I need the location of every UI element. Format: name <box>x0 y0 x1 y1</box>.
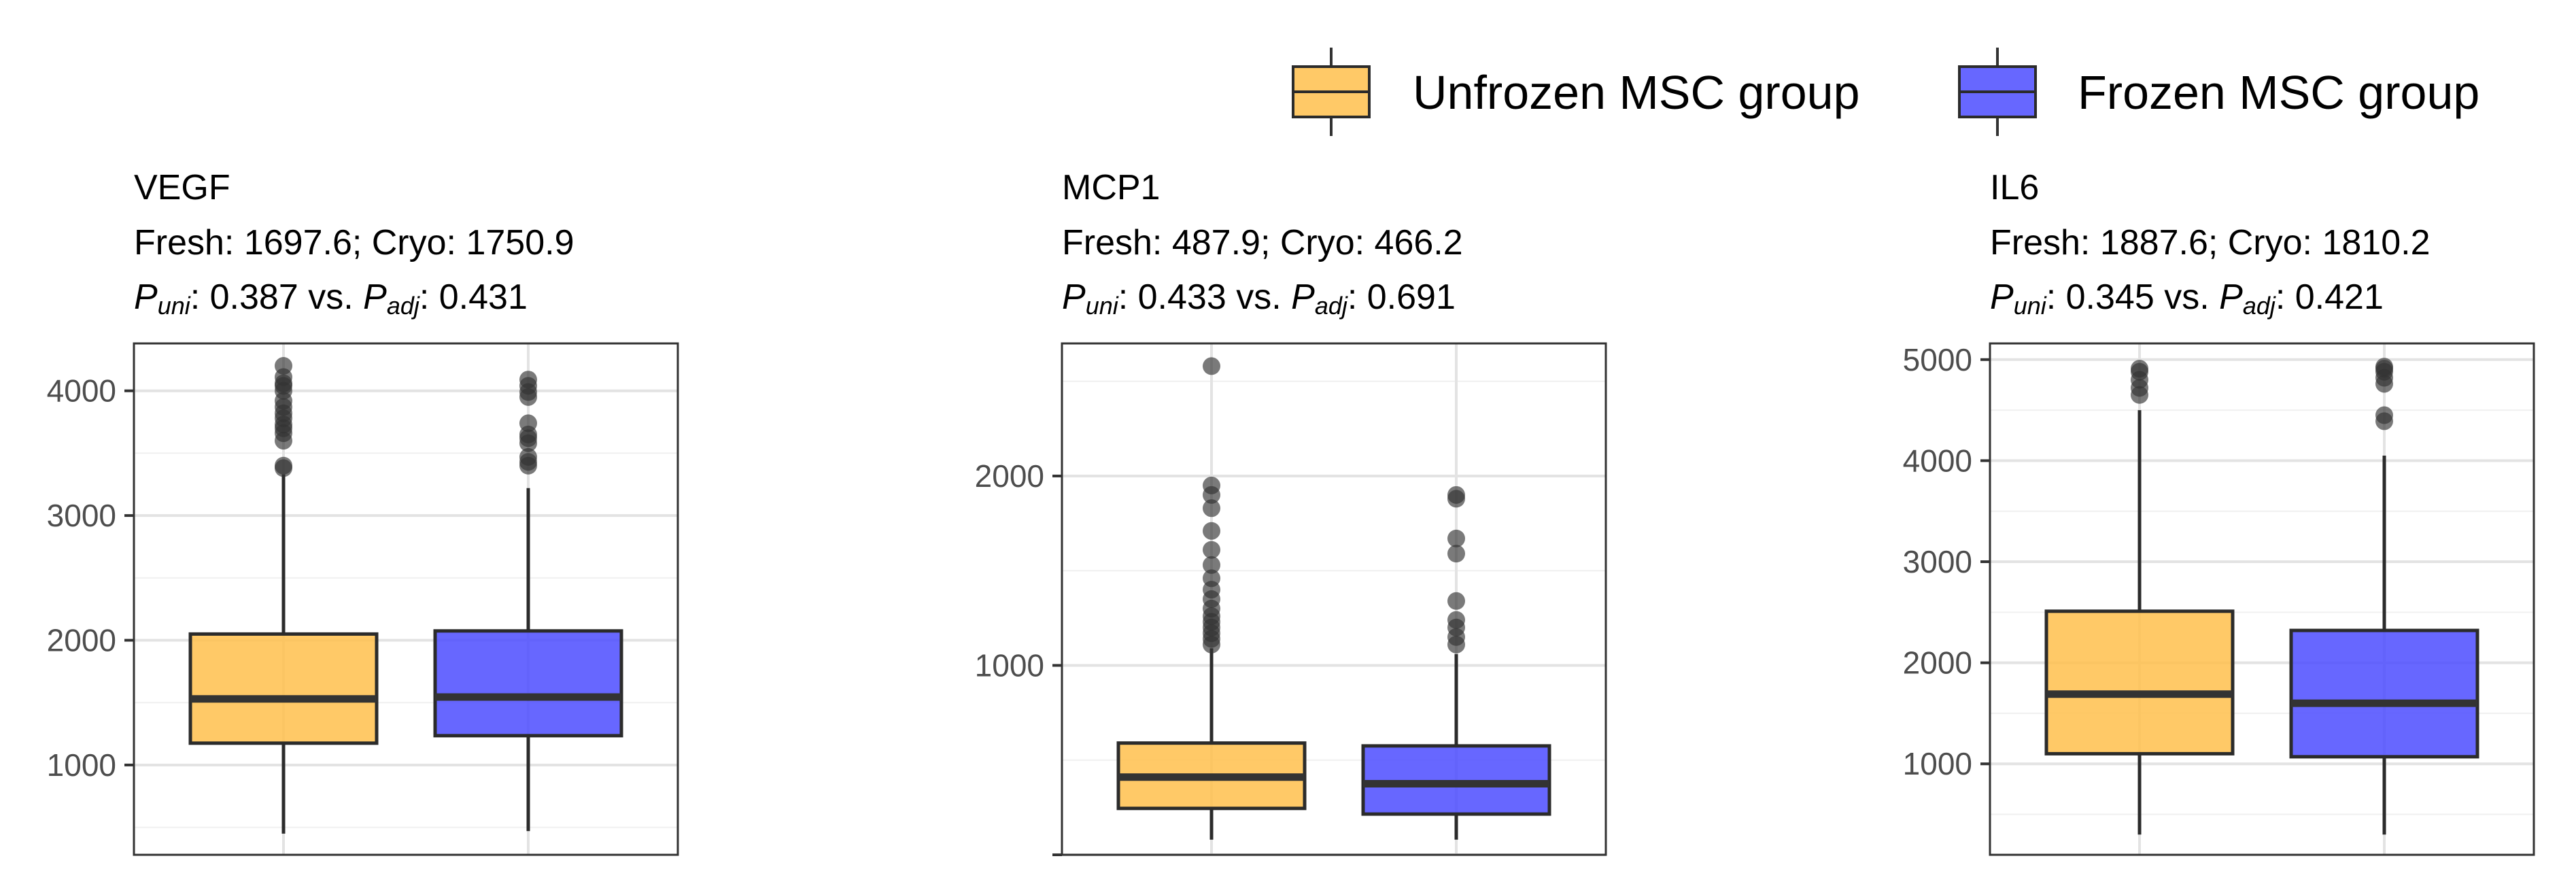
p-adj-value: 0.421 <box>2295 277 2384 317</box>
outlier-point <box>1447 529 1465 547</box>
outlier-point <box>1447 486 1465 504</box>
box-iqr <box>188 632 379 745</box>
outlier-point <box>1203 357 1220 375</box>
y-tick-label: 3000 <box>1903 544 1972 579</box>
outlier-point <box>2375 406 2393 424</box>
panel-subtitle: Fresh: 1887.6; Cryo: 1810.2 <box>1990 223 2431 262</box>
legend-item-frozen: Frozen MSC group <box>1958 48 2479 136</box>
panel-vegf: VEGF Fresh: 1697.6; Cryo: 1750.9 Puni: 0… <box>47 168 679 856</box>
panel-pvalues: Puni: 0.387 vs. Padj: 0.431 <box>134 277 528 320</box>
box-iqr <box>2289 628 2479 759</box>
panel-title: IL6 <box>1990 168 2039 207</box>
y-tick-label: 5000 <box>1903 342 1972 377</box>
panel-frame <box>1989 342 2535 856</box>
outlier-point <box>2375 358 2393 376</box>
panel-subtitle: Fresh: 487.9; Cryo: 466.2 <box>1062 223 1463 262</box>
box-unfrozen <box>2044 360 2235 835</box>
panel-grid <box>134 343 678 855</box>
p-uni-value: 0.433 <box>1138 277 1226 317</box>
y-tick-label: 2000 <box>1903 645 1972 681</box>
box-frozen <box>433 371 623 832</box>
box-frozen <box>2289 358 2479 835</box>
panel-boxes <box>2044 358 2479 835</box>
panel-frame <box>133 342 679 856</box>
p-adj-value: 0.431 <box>439 277 528 317</box>
outlier-point <box>1203 522 1220 540</box>
box-iqr <box>2044 609 2235 756</box>
y-tick-label: 4000 <box>47 373 116 409</box>
panel-subtitle: Fresh: 1697.6; Cryo: 1750.9 <box>134 223 574 262</box>
legend-label-unfrozen: Unfrozen MSC group <box>1413 66 1860 119</box>
outlier-point <box>1203 476 1220 494</box>
panel-title: MCP1 <box>1062 168 1160 207</box>
outlier-point <box>1447 611 1465 629</box>
outlier-point <box>1203 556 1220 574</box>
box-iqr <box>1361 744 1551 816</box>
box-unfrozen <box>188 357 379 834</box>
legend: Unfrozen MSC group Frozen MSC group <box>1292 48 2479 136</box>
outlier-point <box>1447 545 1465 563</box>
box-unfrozen <box>1116 357 1307 840</box>
outlier-point <box>519 447 537 466</box>
panel-pvalues: Puni: 0.433 vs. Padj: 0.691 <box>1062 277 1456 320</box>
outlier-point <box>1203 569 1220 588</box>
y-tick-label: 4000 <box>1903 443 1972 478</box>
legend-label-frozen: Frozen MSC group <box>2078 66 2479 119</box>
outlier-point <box>275 357 292 375</box>
panel-pvalues: Puni: 0.345 vs. Padj: 0.421 <box>1990 277 2384 320</box>
legend-item-unfrozen: Unfrozen MSC group <box>1292 48 1860 136</box>
y-tick-label: 1000 <box>1903 746 1972 781</box>
outlier-point <box>1447 592 1465 610</box>
outlier-point <box>275 456 292 475</box>
panel-boxes <box>1116 357 1551 840</box>
panel-title: VEGF <box>134 168 230 207</box>
p-uni-value: 0.387 <box>210 277 298 317</box>
y-tick-label: 2000 <box>47 623 116 658</box>
outlier-point <box>519 371 537 389</box>
panel-mcp1: MCP1 Fresh: 487.9; Cryo: 466.2 Puni: 0.4… <box>975 168 1607 856</box>
y-tick-label: 3000 <box>47 498 116 533</box>
p-uni-value: 0.345 <box>2066 277 2154 317</box>
panel-y-axis: 1000 2000 3000 4000 <box>47 373 134 783</box>
outlier-point <box>2131 360 2148 378</box>
panel-y-axis: 1000 2000 3000 4000 5000 <box>1903 342 1990 781</box>
panel-grid <box>1990 343 2534 855</box>
outlier-point <box>519 414 537 432</box>
outlier-point <box>1203 541 1220 559</box>
y-tick-label: 1000 <box>47 747 116 783</box>
outlier-point <box>1203 499 1220 518</box>
panel-boxes <box>188 357 623 834</box>
y-tick-label: 2000 <box>975 458 1044 494</box>
box-frozen <box>1361 486 1551 840</box>
panel-y-axis: 1000 2000 <box>975 458 1062 856</box>
p-adj-value: 0.691 <box>1367 277 1456 317</box>
panel-il6: IL6 Fresh: 1887.6; Cryo: 1810.2 Puni: 0.… <box>1903 168 2535 856</box>
panel-frame <box>1061 342 1607 856</box>
y-tick-label: 1000 <box>975 647 1044 683</box>
box-iqr <box>433 629 623 738</box>
